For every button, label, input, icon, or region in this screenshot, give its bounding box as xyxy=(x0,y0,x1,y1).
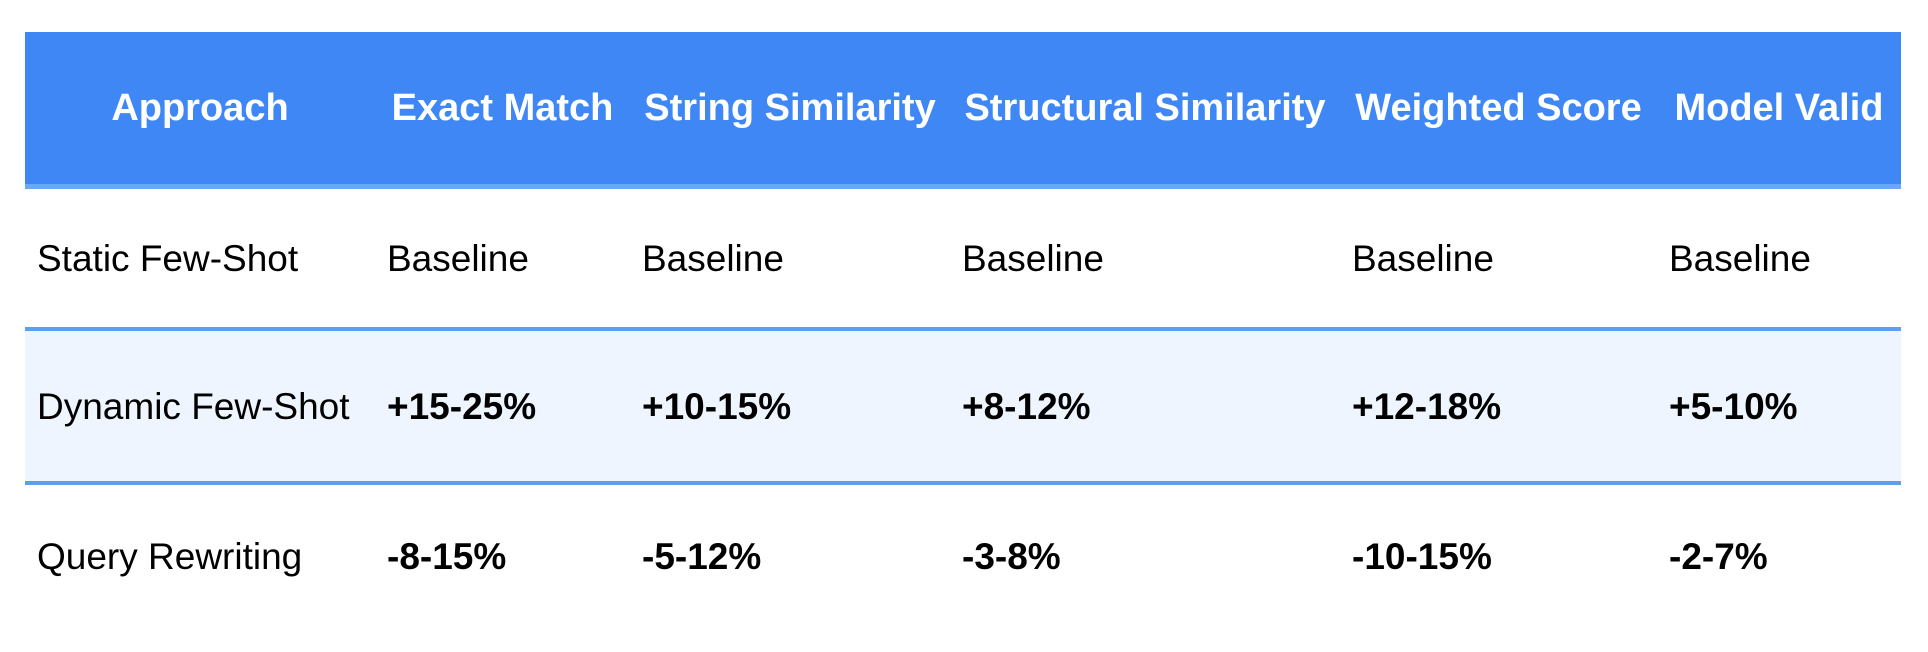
table-row: Dynamic Few-Shot +15-25% +10-15% +8-12% +12-… xyxy=(25,329,1901,485)
value-cell: -10-15% xyxy=(1352,535,1492,577)
value-cell: Baseline xyxy=(950,186,1340,331)
value-cell: -2-7% xyxy=(1669,535,1768,577)
header-cell: Weighted Score xyxy=(1340,32,1657,189)
header-cell: Structural Similarity xyxy=(950,32,1340,189)
table-row: Static Few-Shot Baseline Baseline Baseline B… xyxy=(25,186,1901,331)
value-cell: +5-10% xyxy=(1657,329,1901,485)
row-label: Query Rewriting xyxy=(37,535,303,577)
row-label: Static Few-Shot xyxy=(25,186,375,331)
header-cell: Approach xyxy=(25,32,375,189)
header-cell: Exact Match xyxy=(375,32,630,189)
value-cell: Baseline xyxy=(1340,186,1657,331)
table-body: Static Few-Shot Baseline Baseline Baseline B… xyxy=(25,186,1901,628)
value-cell: Baseline xyxy=(1657,186,1901,331)
value-cell: -3-8% xyxy=(962,535,1061,577)
value-cell: Baseline xyxy=(375,186,630,331)
value-cell: +15-25% xyxy=(375,329,630,485)
value-cell: -8-15% xyxy=(387,535,507,577)
row-label: Dynamic Few-Shot xyxy=(25,329,375,485)
value-cell: +12-18% xyxy=(1340,329,1657,485)
header-cell: Model Valid xyxy=(1657,32,1901,189)
comparison-table: Approach Exact Match String Similarity Stru… xyxy=(25,32,1901,627)
header-row: Approach Exact Match String Similarity Stru… xyxy=(25,32,1901,189)
table-row: Query Rewriting -8-15% -5-12% -3-8% -10-15% -… xyxy=(25,483,1901,627)
value-cell: +10-15% xyxy=(630,329,950,485)
value-cell: -5-12% xyxy=(642,535,762,577)
value-cell: Baseline xyxy=(630,186,950,331)
header-cell: String Similarity xyxy=(630,32,950,189)
value-cell: +8-12% xyxy=(950,329,1340,485)
